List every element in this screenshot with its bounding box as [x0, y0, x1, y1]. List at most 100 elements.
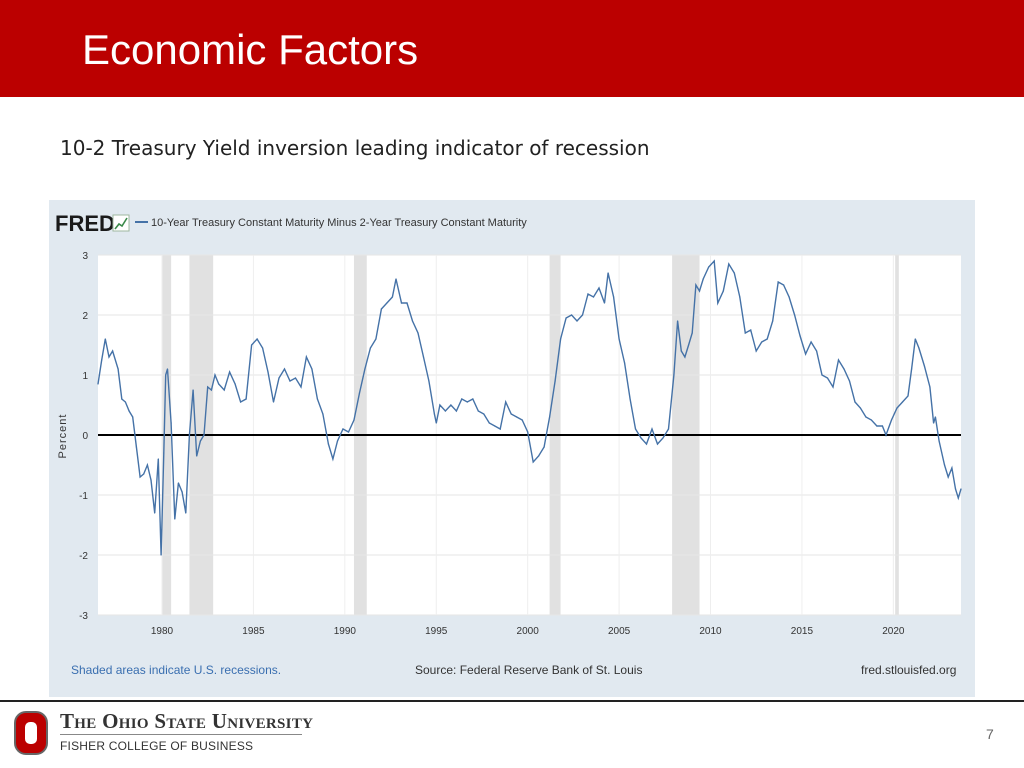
y-tick-label: -2	[79, 551, 88, 562]
series-point	[128, 410, 130, 412]
y-tick-label: 0	[82, 431, 88, 442]
slide-subtitle: 10-2 Treasury Yield inversion leading in…	[60, 136, 650, 160]
series-line-10y-minus-2y	[97, 259, 962, 556]
series-point	[901, 401, 904, 403]
y-tick-label: -3	[79, 611, 88, 622]
series-point	[154, 512, 156, 514]
series-point	[739, 296, 741, 298]
series-point	[386, 302, 388, 304]
series-point	[455, 410, 457, 412]
series-point	[364, 368, 366, 370]
y-tick-label: 3	[82, 251, 88, 262]
series-point	[854, 401, 856, 403]
series-point	[713, 260, 715, 262]
y-tick-label: -1	[79, 491, 88, 502]
series-point	[369, 347, 372, 349]
x-tick-label: 2015	[791, 626, 814, 637]
series-point	[104, 338, 106, 340]
x-tick-label: 2005	[608, 626, 631, 637]
series-point	[592, 296, 595, 298]
series-point	[667, 428, 670, 430]
college-name: FISHER COLLEGE OF BUSINESS	[60, 739, 254, 753]
series-point	[618, 338, 620, 340]
series-point	[691, 332, 693, 334]
header-band	[0, 0, 1024, 97]
series-point	[559, 338, 562, 340]
series-point	[358, 392, 361, 394]
series-point	[549, 416, 551, 418]
series-point	[124, 401, 127, 403]
series-point	[261, 347, 264, 349]
series-point	[163, 452, 165, 454]
series-point	[907, 395, 909, 397]
y-tick-label: 1	[82, 371, 88, 382]
series-point	[305, 356, 308, 358]
x-tick-label: 1995	[425, 626, 448, 637]
series-point	[885, 434, 887, 436]
x-tick-label: 1985	[242, 626, 265, 637]
series-point	[332, 458, 334, 460]
series-point	[815, 350, 818, 352]
series-point	[772, 320, 774, 322]
series-point	[532, 461, 534, 463]
series-point	[717, 302, 719, 304]
series-point	[837, 359, 840, 361]
series-point	[938, 440, 940, 442]
series-point	[960, 488, 962, 490]
series-point	[733, 272, 735, 274]
series-point	[607, 272, 609, 274]
series-point	[199, 440, 201, 442]
series-point	[97, 383, 99, 385]
legend-label: 10-Year Treasury Constant Maturity Minus…	[151, 217, 527, 229]
series-point	[192, 389, 194, 391]
series-point	[428, 380, 430, 382]
series-point	[794, 314, 796, 316]
series-point	[483, 413, 485, 415]
x-axis-ticks: 1980 1985 1990 1995 2000 2005 2010 2015 2020	[151, 626, 905, 637]
series-point	[505, 401, 507, 403]
fred-chart-panel: FRED 10-Year Treasury Constant Maturity …	[49, 200, 975, 697]
series-point	[843, 368, 845, 370]
series-point	[477, 410, 479, 412]
series-point	[951, 467, 953, 469]
series-point	[250, 344, 253, 346]
series-point	[499, 428, 501, 430]
series-point	[177, 482, 180, 484]
university-name: The Ohio State University	[60, 709, 314, 733]
series-point	[799, 335, 801, 337]
series-point	[311, 368, 313, 370]
series-point	[174, 518, 176, 520]
series-point	[810, 341, 812, 343]
series-point	[472, 398, 474, 400]
series-point	[656, 443, 659, 445]
series-point	[570, 314, 573, 316]
series-point	[135, 446, 137, 448]
series-point	[832, 386, 834, 388]
series-point	[826, 377, 829, 379]
series-point	[598, 287, 600, 289]
series-point	[461, 398, 463, 400]
series-point	[170, 422, 172, 424]
series-point	[417, 332, 419, 334]
series-point	[157, 458, 159, 460]
series-point	[336, 440, 339, 442]
series-point	[676, 320, 679, 322]
x-tick-label: 1980	[151, 626, 174, 637]
series-point	[680, 350, 682, 352]
series-point	[272, 401, 275, 403]
series-point	[890, 419, 893, 421]
series-point	[788, 296, 790, 298]
series-point	[256, 338, 258, 340]
page-number: 7	[986, 726, 994, 742]
series-point	[543, 446, 545, 448]
series-point	[947, 476, 949, 478]
series-point	[132, 416, 134, 418]
series-point	[380, 308, 383, 310]
series-point	[188, 434, 191, 436]
series-point	[210, 389, 212, 391]
series-point	[702, 278, 704, 280]
series-point	[165, 374, 167, 376]
series-point	[229, 371, 231, 373]
series-point	[347, 431, 350, 433]
series-point	[708, 266, 710, 268]
